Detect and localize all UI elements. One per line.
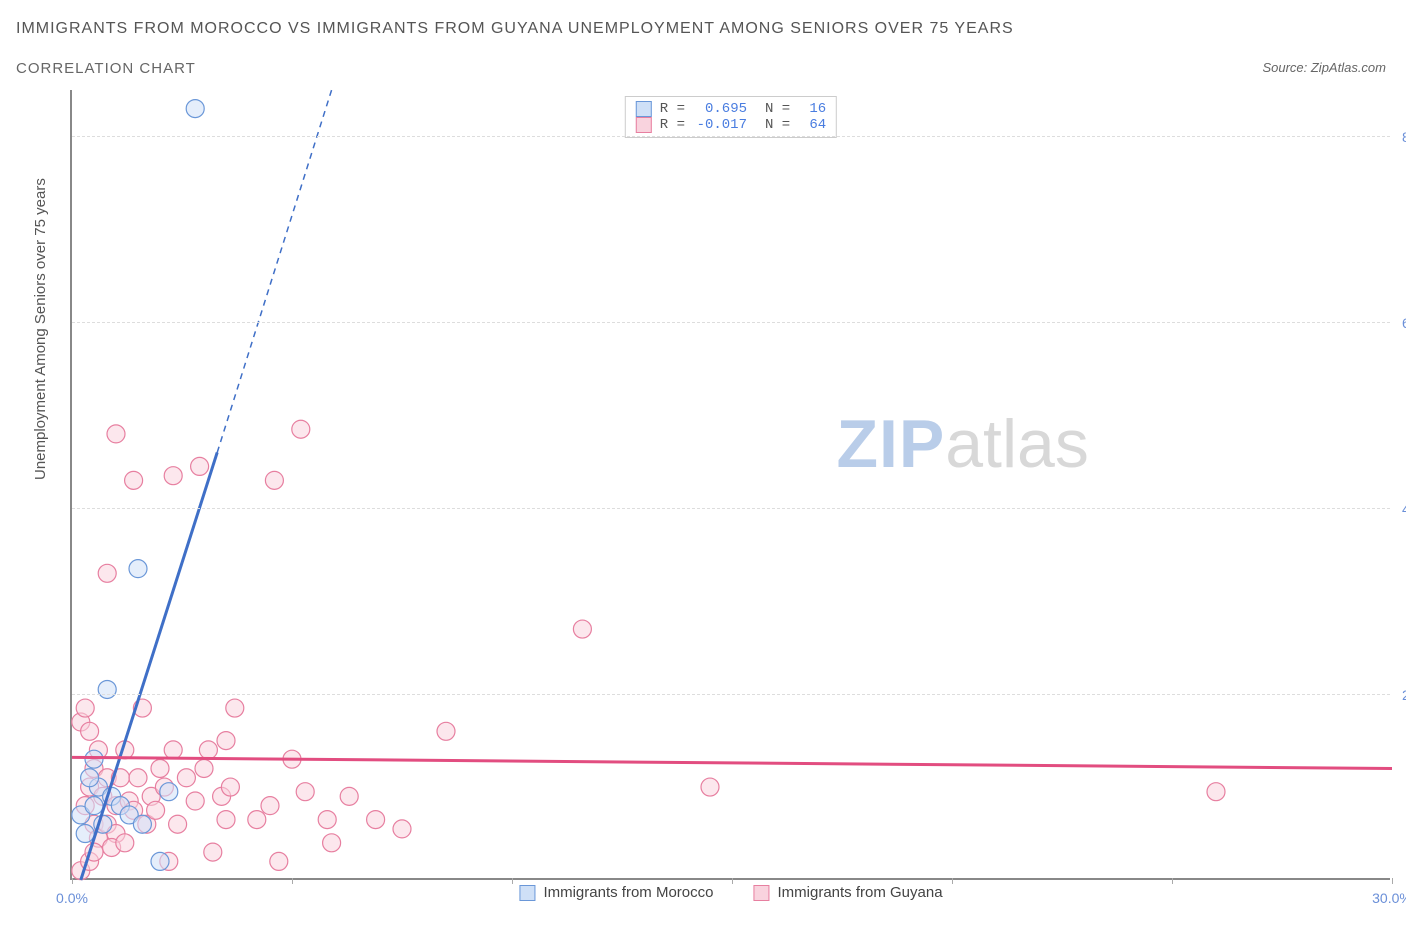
bottom-legend-label: Immigrants from Guyana bbox=[777, 884, 942, 901]
morocco-point bbox=[76, 825, 94, 843]
morocco-point bbox=[160, 783, 178, 801]
x-tick bbox=[732, 878, 733, 884]
y-axis-label: Unemployment Among Seniors over 75 years bbox=[32, 178, 49, 480]
guyana-point bbox=[340, 787, 358, 805]
legend-swatch bbox=[636, 117, 652, 133]
bottom-legend-label: Immigrants from Morocco bbox=[543, 884, 713, 901]
source-label: Source: bbox=[1262, 60, 1310, 75]
legend-swatch bbox=[519, 885, 535, 901]
gridline-h: 80.0% bbox=[72, 136, 1390, 137]
guyana-point bbox=[221, 778, 239, 796]
y-tick-label: 60.0% bbox=[1394, 315, 1406, 331]
guyana-point bbox=[129, 769, 147, 787]
stat-r-value: 0.695 bbox=[693, 101, 747, 117]
morocco-point bbox=[81, 769, 99, 787]
stats-legend-row: R = -0.017 N = 64 bbox=[636, 117, 826, 133]
stat-r-label: R = bbox=[660, 117, 685, 133]
guyana-point bbox=[186, 792, 204, 810]
y-tick-label: 20.0% bbox=[1394, 687, 1406, 703]
legend-swatch bbox=[636, 101, 652, 117]
guyana-point bbox=[701, 778, 719, 796]
x-tick bbox=[952, 878, 953, 884]
stat-n-label: N = bbox=[765, 117, 790, 133]
stat-n-label: N = bbox=[765, 101, 790, 117]
guyana-point bbox=[195, 759, 213, 777]
stats-legend-row: R = 0.695 N = 16 bbox=[636, 101, 826, 117]
morocco-point bbox=[151, 852, 169, 870]
guyana-point bbox=[164, 741, 182, 759]
source-name: ZipAtlas.com bbox=[1311, 60, 1386, 75]
bottom-legend-item: Immigrants from Guyana bbox=[753, 884, 942, 901]
chart-subtitle: CORRELATION CHART bbox=[16, 60, 196, 77]
morocco-point bbox=[98, 680, 116, 698]
guyana-point bbox=[323, 834, 341, 852]
x-tick bbox=[72, 878, 73, 884]
morocco-regression-extrap bbox=[217, 90, 331, 452]
guyana-point bbox=[226, 699, 244, 717]
guyana-point bbox=[76, 699, 94, 717]
bottom-legend: Immigrants from Morocco Immigrants from G… bbox=[519, 884, 942, 901]
morocco-point bbox=[129, 560, 147, 578]
guyana-point bbox=[393, 820, 411, 838]
guyana-regression-line bbox=[72, 757, 1392, 768]
guyana-point bbox=[177, 769, 195, 787]
guyana-point bbox=[191, 457, 209, 475]
guyana-point bbox=[265, 471, 283, 489]
y-tick-label: 80.0% bbox=[1394, 129, 1406, 145]
morocco-point bbox=[85, 797, 103, 815]
stat-n-value: 64 bbox=[798, 117, 826, 133]
guyana-point bbox=[199, 741, 217, 759]
guyana-point bbox=[1207, 783, 1225, 801]
guyana-point bbox=[367, 811, 385, 829]
gridline-h: 60.0% bbox=[72, 322, 1390, 323]
guyana-point bbox=[151, 759, 169, 777]
guyana-point bbox=[292, 420, 310, 438]
guyana-point bbox=[81, 722, 99, 740]
source-attribution: Source: ZipAtlas.com bbox=[1262, 60, 1386, 75]
guyana-point bbox=[217, 811, 235, 829]
guyana-point bbox=[248, 811, 266, 829]
x-tick bbox=[292, 878, 293, 884]
stat-n-value: 16 bbox=[798, 101, 826, 117]
bottom-legend-item: Immigrants from Morocco bbox=[519, 884, 713, 901]
guyana-point bbox=[296, 783, 314, 801]
guyana-point bbox=[169, 815, 187, 833]
guyana-point bbox=[270, 852, 288, 870]
guyana-point bbox=[204, 843, 222, 861]
guyana-point bbox=[164, 467, 182, 485]
x-tick-label: 30.0% bbox=[1372, 890, 1406, 906]
guyana-point bbox=[107, 425, 125, 443]
chart-svg bbox=[72, 90, 1390, 878]
x-tick bbox=[512, 878, 513, 884]
guyana-point bbox=[261, 797, 279, 815]
y-tick-label: 40.0% bbox=[1394, 501, 1406, 517]
legend-swatch bbox=[753, 885, 769, 901]
guyana-point bbox=[217, 732, 235, 750]
stat-r-value: -0.017 bbox=[693, 117, 747, 133]
stat-r-label: R = bbox=[660, 101, 685, 117]
guyana-point bbox=[318, 811, 336, 829]
x-tick bbox=[1392, 878, 1393, 884]
chart-title: IMMIGRANTS FROM MOROCCO VS IMMIGRANTS FR… bbox=[16, 20, 1014, 38]
guyana-point bbox=[147, 801, 165, 819]
plot-area: ZIPatlas R = 0.695N = 16R = -0.017N = 64… bbox=[70, 90, 1390, 880]
stats-legend: R = 0.695 N = 16 R = -0.017 N = 64 bbox=[625, 96, 837, 138]
morocco-point bbox=[133, 815, 151, 833]
guyana-point bbox=[573, 620, 591, 638]
x-tick bbox=[1172, 878, 1173, 884]
guyana-point bbox=[125, 471, 143, 489]
morocco-point bbox=[85, 750, 103, 768]
x-tick-label: 0.0% bbox=[56, 890, 88, 906]
gridline-h: 40.0% bbox=[72, 508, 1390, 509]
gridline-h: 20.0% bbox=[72, 694, 1390, 695]
guyana-point bbox=[98, 564, 116, 582]
guyana-point bbox=[437, 722, 455, 740]
guyana-point bbox=[116, 834, 134, 852]
morocco-point bbox=[186, 100, 204, 118]
